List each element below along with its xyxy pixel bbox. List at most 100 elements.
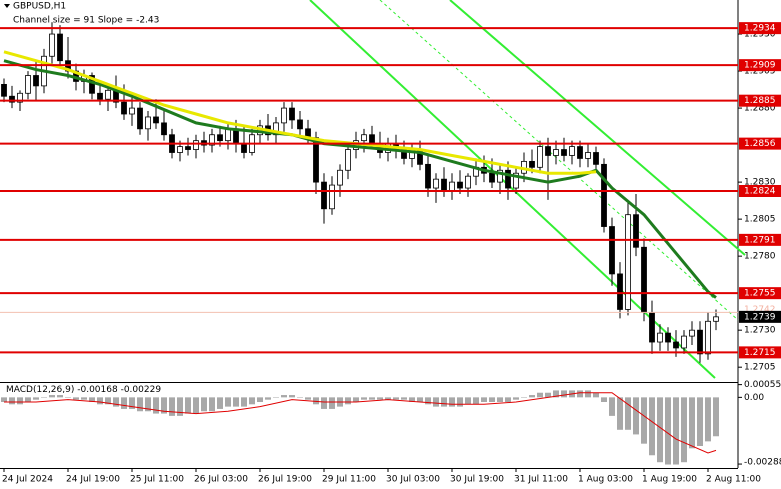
x-tick-label: 29 Jul 11:00 [322, 475, 376, 485]
macd-bar [1, 397, 7, 402]
macd-bar [681, 397, 687, 463]
x-tick-label: 24 Jul 2024 [2, 475, 53, 485]
macd-bar [417, 397, 423, 402]
candle-body [209, 134, 215, 146]
candle-body [185, 146, 191, 150]
level-label-box [739, 137, 781, 150]
x-tick-label: 26 Jul 03:00 [194, 475, 248, 485]
candle-body [193, 140, 199, 150]
candle-body [601, 163, 607, 227]
candle-body [529, 160, 535, 168]
macd-bar [209, 397, 215, 412]
level-label: 1.2715 [744, 348, 776, 358]
macd-bar [97, 397, 103, 405]
candle-body [225, 128, 231, 142]
macd-bar [81, 397, 87, 400]
level-label-box [739, 185, 781, 197]
macd-bar [321, 397, 327, 409]
macd-name: MACD(12,26,9) [6, 385, 74, 395]
level-label: 1.2755 [744, 289, 776, 299]
macd-bar [497, 397, 503, 402]
macd-bar [529, 395, 535, 398]
x-tick-label: 26 Jul 19:00 [258, 475, 312, 485]
macd-bar [249, 397, 255, 405]
macd-y-tick-label: 0.00055 [744, 380, 781, 390]
candle-body [593, 152, 599, 165]
macd-bar [441, 397, 447, 407]
x-tick-label: 1 Aug 19:00 [642, 475, 697, 485]
prev-price-label: 1.2742 [744, 305, 776, 315]
macd-label: MACD(12,26,9) -0.00168 -0.00229 [6, 385, 161, 395]
macd-signal: -0.00229 [121, 385, 162, 395]
macd-bar [689, 397, 695, 449]
symbol-marker [4, 4, 10, 8]
macd-bar [73, 397, 79, 400]
level-label: 1.2934 [744, 24, 776, 34]
macd-bar [289, 395, 295, 398]
x-tick-label: 25 Jul 11:00 [130, 475, 184, 485]
macd-bar [577, 390, 583, 398]
macd-bar [457, 397, 463, 407]
y-tick-label: 1.2880 [744, 104, 776, 114]
x-tick-label: 2 Aug 11:00 [706, 475, 761, 485]
candle-body [337, 169, 343, 186]
macd-y-tick-label: 0.00 [744, 393, 764, 403]
macd-bar [481, 397, 487, 402]
candle-body [537, 146, 543, 168]
x-tick-label: 24 Jul 19:00 [66, 475, 120, 485]
macd-bar [369, 397, 375, 400]
candle-body [561, 149, 567, 156]
candle-body [425, 163, 431, 189]
candle-body [457, 181, 463, 189]
macd-bar [433, 397, 439, 407]
candle-body [505, 169, 511, 189]
candle-body [649, 312, 655, 343]
candle-body [585, 152, 591, 159]
candle-body [281, 107, 287, 124]
macd-bar [265, 397, 271, 400]
candle-body [633, 214, 639, 248]
candle-body [577, 146, 583, 159]
level-label-box [739, 287, 781, 300]
candle-body [513, 172, 519, 189]
level-label: 1.2824 [744, 187, 776, 197]
level-label-box [739, 346, 781, 359]
macd-bar [273, 397, 279, 398]
chart-title: GBPUSD,H1 [13, 2, 66, 12]
y-tick-label: 1.2830 [744, 178, 776, 188]
macd-bar [409, 397, 415, 402]
candle-body [49, 33, 55, 57]
candle-body [545, 146, 551, 156]
macd-bar [65, 397, 71, 398]
moving-average [3, 50, 597, 175]
moving-average [3, 59, 717, 299]
candle-body [569, 146, 575, 156]
macd-bar [281, 395, 287, 398]
candle-body [617, 273, 623, 310]
macd-bar [537, 392, 543, 398]
candle-body [97, 92, 103, 100]
macd-bar [145, 397, 151, 412]
macd-bar [377, 397, 383, 400]
candle-body [489, 172, 495, 183]
macd-bar [393, 397, 399, 400]
macd-bar [185, 397, 191, 414]
x-tick-label: 31 Jul 11:00 [514, 475, 568, 485]
macd-bar [9, 397, 15, 405]
macd-bar [225, 397, 231, 407]
macd-bar [505, 397, 511, 402]
candle-body [105, 89, 111, 100]
macd-bar [665, 397, 671, 465]
candle-body [625, 214, 631, 310]
candle-body [673, 341, 679, 349]
macd-bar [657, 397, 663, 463]
candle-body [161, 122, 167, 136]
macd-bar [561, 390, 567, 398]
candle-body [241, 143, 247, 153]
y-tick-label: 1.2780 [744, 252, 776, 262]
candle-body [57, 33, 63, 62]
macd-bar [673, 397, 679, 465]
macd-bar [193, 397, 199, 414]
x-tick-label: 30 Jul 03:00 [386, 475, 440, 485]
